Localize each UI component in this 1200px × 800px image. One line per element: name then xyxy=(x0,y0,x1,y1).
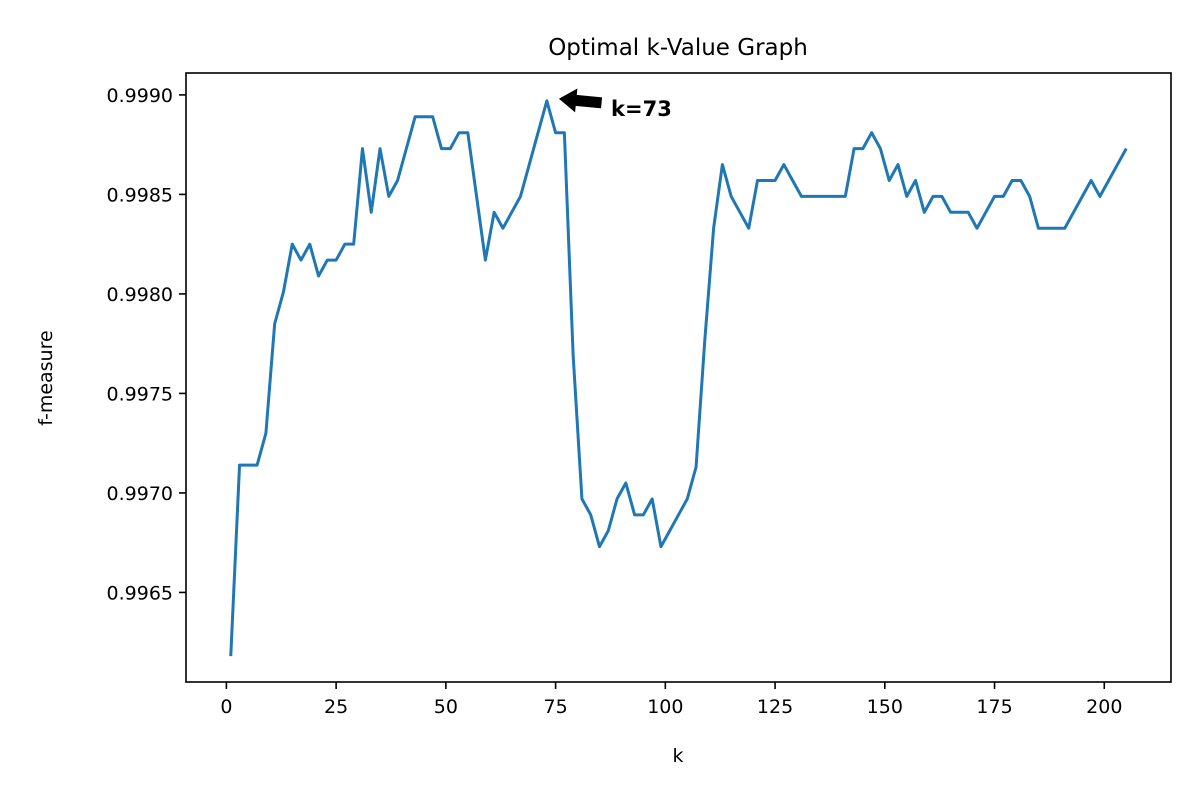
x-tick-label: 25 xyxy=(324,696,348,718)
x-tick-label: 200 xyxy=(1086,696,1122,718)
annotation: k=73 xyxy=(558,88,672,121)
x-axis: 0 25 50 75 100 125 150 175 200 xyxy=(220,682,1122,718)
series-line-0 xyxy=(229,99,1128,657)
x-tick-label: 125 xyxy=(757,696,793,718)
y-tick-label: 0.9965 xyxy=(107,582,173,604)
x-tick-label: 75 xyxy=(544,696,568,718)
y-tick-label: 0.9980 xyxy=(107,284,173,306)
y-axis-label: f-measure xyxy=(35,330,57,425)
y-tick-label: 0.9970 xyxy=(107,483,173,505)
plot-marks xyxy=(229,99,1128,657)
chart-title: Optimal k-Value Graph xyxy=(548,35,808,61)
x-axis-label: k xyxy=(672,745,683,767)
x-tick-label: 175 xyxy=(976,696,1012,718)
y-tick-label: 0.9985 xyxy=(107,184,173,206)
annotation-label: k=73 xyxy=(611,97,672,121)
annotation-arrow xyxy=(558,88,603,113)
y-tick-label: 0.9975 xyxy=(107,383,173,405)
y-axis: 0.9965 0.9970 0.9975 0.9980 0.9985 0.9990 xyxy=(107,85,186,604)
plot-frame xyxy=(185,72,1172,683)
y-tick-label: 0.9990 xyxy=(107,85,173,107)
x-tick-label: 0 xyxy=(220,696,232,718)
x-tick-label: 50 xyxy=(434,696,458,718)
x-tick-label: 150 xyxy=(867,696,903,718)
x-tick-label: 100 xyxy=(647,696,683,718)
